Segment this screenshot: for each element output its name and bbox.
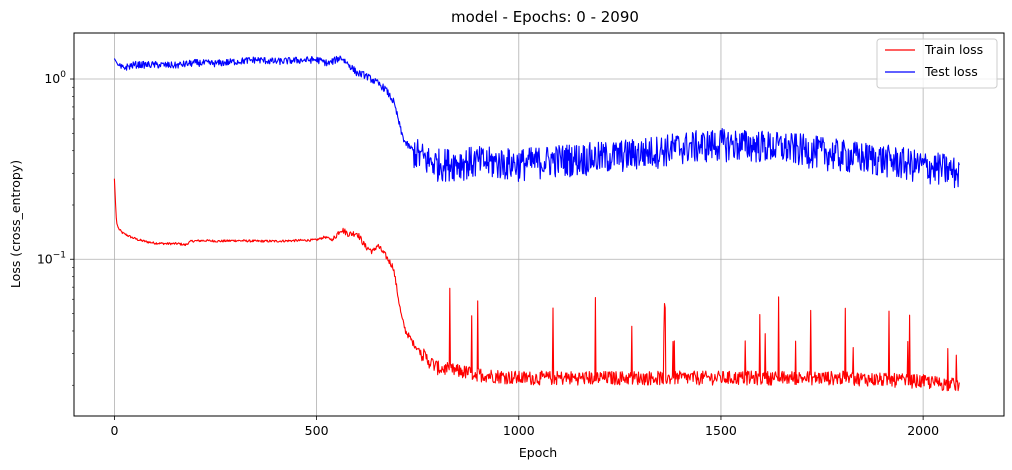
series-layer: [113, 55, 960, 392]
legend-entry-train: Train loss: [885, 42, 983, 57]
x-tick-label: 1000: [503, 423, 535, 438]
plot-frame: [73, 32, 1005, 417]
x-tick-label: 2000: [907, 423, 939, 438]
legend-entry-test: Test loss: [885, 64, 978, 79]
y-axis-title: Loss (cross_entropy): [8, 160, 23, 288]
chart-title: model - Epochs: 0 - 2090: [451, 8, 639, 26]
legend: Train loss Test loss: [876, 38, 998, 89]
y-tick-label: 100: [44, 70, 66, 86]
series-line-test: [113, 55, 960, 189]
legend-label-test: Test loss: [924, 64, 978, 79]
y-tick-label: 10−1: [37, 250, 66, 266]
x-axis: 0 500 1000 1500 2000: [110, 416, 939, 438]
legend-label-train: Train loss: [924, 42, 983, 57]
x-tick-label: 500: [305, 423, 329, 438]
y-axis: 100 10−1: [37, 70, 74, 386]
x-tick-label: 0: [110, 423, 118, 438]
legend-box: [876, 38, 998, 89]
x-axis-title: Epoch: [519, 445, 557, 460]
series-line-train: [113, 178, 960, 392]
x-tick-label: 1500: [705, 423, 737, 438]
grid: [74, 33, 1004, 416]
